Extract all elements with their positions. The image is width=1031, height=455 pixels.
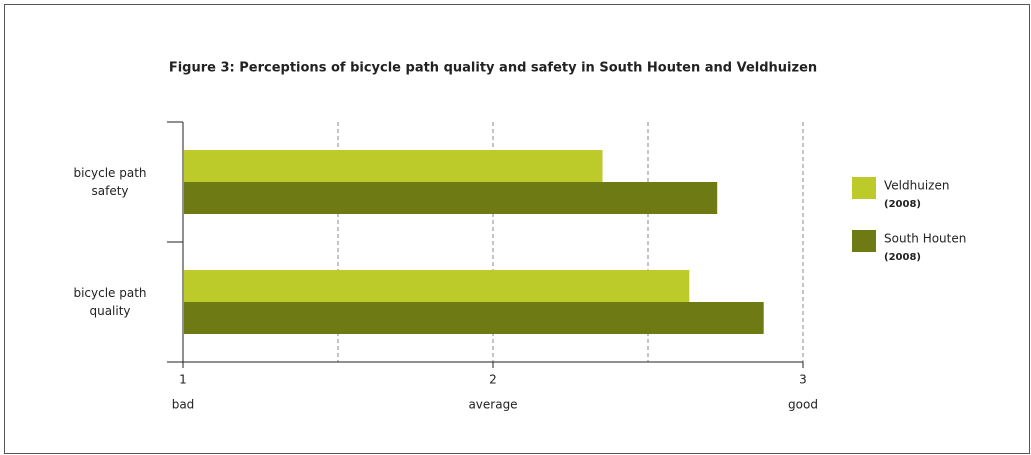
- legend-note: (2008): [884, 199, 921, 210]
- legend-label: Veldhuizen: [884, 179, 949, 193]
- x-tick-sublabel: good: [788, 398, 818, 412]
- legend-label: South Houten: [884, 232, 966, 246]
- bar: [184, 182, 718, 214]
- x-tick-label: 1: [179, 373, 187, 387]
- x-tick-label: 3: [799, 373, 807, 387]
- x-tick-sublabel: average: [468, 398, 517, 412]
- x-tick-label: 2: [489, 373, 497, 387]
- bar: [184, 270, 690, 302]
- chart-title: Figure 3: Perceptions of bicycle path qu…: [169, 61, 817, 76]
- category-label: bicycle path quality: [73, 286, 147, 318]
- bar: [184, 150, 603, 182]
- x-tick-sublabel: bad: [172, 398, 195, 412]
- bar: [184, 302, 764, 334]
- legend-swatch: [852, 177, 876, 199]
- category-label: bicycle path safety: [73, 166, 147, 198]
- frame: [4, 4, 1030, 454]
- legend-note: (2008): [884, 252, 921, 263]
- legend-swatch: [852, 230, 876, 252]
